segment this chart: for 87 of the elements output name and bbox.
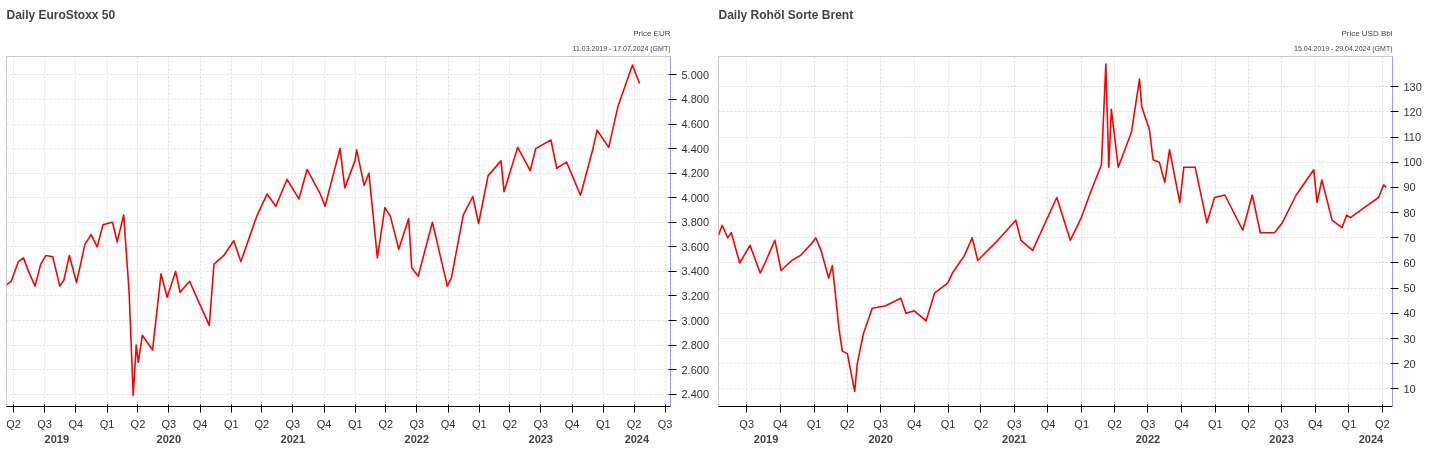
x-tick-label: Q4 bbox=[907, 417, 922, 430]
x-tick-label: Q4 bbox=[773, 417, 788, 430]
x-tick-label: Q3 bbox=[409, 417, 425, 430]
x-tick-label: Q2 bbox=[6, 417, 21, 430]
x-tick-label: Q1 bbox=[1341, 417, 1357, 430]
y-tick-label: 80 bbox=[1403, 206, 1416, 219]
x-tick-label: Q2 bbox=[1107, 417, 1122, 430]
y-tick-label: 3.800 bbox=[681, 216, 710, 229]
x-tick-label: Q1 bbox=[99, 417, 115, 430]
y-tick-label: 2.600 bbox=[681, 363, 710, 376]
y-tick-label: 4.000 bbox=[681, 191, 710, 204]
x-tick-label: Q2 bbox=[973, 417, 989, 430]
x-tick-label: Q1 bbox=[1074, 417, 1090, 430]
x-tick-label: Q2 bbox=[1374, 417, 1390, 430]
y-tick-label: 4.600 bbox=[681, 118, 710, 131]
x-tick-label: Q4 bbox=[316, 417, 332, 430]
chart-title: Daily EuroStoxx 50 bbox=[6, 7, 116, 22]
y-tick-label: 110 bbox=[1403, 131, 1422, 144]
y-tick-label: 3.400 bbox=[681, 265, 710, 278]
x-tick-label: Q2 bbox=[626, 417, 642, 430]
x-tick-label: Q4 bbox=[68, 417, 84, 430]
x2-tick-label: 2021 bbox=[1002, 432, 1027, 445]
y-tick-label: 5.000 bbox=[681, 68, 710, 81]
y-tick-label: 20 bbox=[1403, 357, 1416, 370]
x-tick-label: Q1 bbox=[1207, 417, 1223, 430]
x-tick-label: Q3 bbox=[657, 417, 673, 430]
x2-tick-label: 2020 bbox=[156, 432, 182, 445]
x-tick-label: Q4 bbox=[192, 417, 208, 430]
y-tick-label: 130 bbox=[1403, 80, 1422, 93]
y-tick-label: 90 bbox=[1403, 181, 1416, 194]
x-tick-label: Q1 bbox=[347, 417, 363, 430]
x2-tick-label: 2019 bbox=[753, 432, 779, 445]
x-tick-label: Q2 bbox=[840, 417, 855, 430]
y-tick-label: 10 bbox=[1403, 382, 1416, 395]
y-tick-label: 2.400 bbox=[681, 388, 710, 401]
y-tick-label: 60 bbox=[1403, 256, 1416, 269]
x-tick-label: Q3 bbox=[739, 417, 755, 430]
x-tick-label: Q2 bbox=[378, 417, 394, 430]
line-series bbox=[718, 63, 1388, 393]
y-axis-title: Price EUR bbox=[633, 28, 671, 38]
x-tick-label: Q4 bbox=[564, 417, 580, 430]
x-tick-label: Q3 bbox=[1006, 417, 1022, 430]
x-tick-label: Q3 bbox=[285, 417, 301, 430]
y-tick-label: 70 bbox=[1403, 231, 1416, 244]
x2-tick-label: 2023 bbox=[528, 432, 554, 445]
x-tick-label: Q3 bbox=[37, 417, 52, 430]
y-tick-label: 40 bbox=[1403, 307, 1416, 320]
y-tick-label: 3.200 bbox=[681, 289, 710, 302]
x-tick-label: Q1 bbox=[940, 417, 956, 430]
x-tick-label: Q3 bbox=[161, 417, 177, 430]
x-tick-label: Q2 bbox=[1240, 417, 1256, 430]
y-tick-label: 4.200 bbox=[681, 167, 710, 180]
x2-tick-label: 2019 bbox=[44, 432, 70, 445]
x-tick-label: Q1 bbox=[224, 417, 239, 430]
x2-tick-label: 2023 bbox=[1269, 432, 1294, 445]
x-tick-label: Q1 bbox=[806, 417, 822, 430]
x-tick-label: Q3 bbox=[873, 417, 889, 430]
x2-tick-label: 2021 bbox=[280, 432, 306, 445]
x-tick-label: Q1 bbox=[471, 417, 487, 430]
y-tick-label: 100 bbox=[1403, 156, 1422, 169]
x-tick-label: Q2 bbox=[502, 417, 518, 430]
y-tick-label: 2.800 bbox=[681, 339, 710, 352]
x2-tick-label: 2022 bbox=[1135, 432, 1161, 445]
x-tick-label: Q4 bbox=[1174, 417, 1189, 430]
y-tick-label: 3.000 bbox=[681, 314, 710, 327]
x-tick-label: Q2 bbox=[130, 417, 146, 430]
x-tick-label: Q3 bbox=[533, 417, 549, 430]
y-tick-label: 4.400 bbox=[681, 142, 710, 155]
x-tick-label: Q4 bbox=[440, 417, 456, 430]
y-axis-title: Price USD Bbl bbox=[1341, 28, 1393, 38]
x2-tick-label: 2022 bbox=[404, 432, 430, 445]
y-tick-label: 4.800 bbox=[681, 93, 710, 106]
x-tick-label: Q3 bbox=[1140, 417, 1156, 430]
x2-tick-label: 2024 bbox=[1358, 432, 1385, 445]
line-series bbox=[6, 64, 641, 397]
x-tick-label: Q2 bbox=[254, 417, 270, 430]
x2-tick-label: 2024 bbox=[624, 432, 650, 445]
y-tick-label: 30 bbox=[1403, 332, 1416, 345]
chart-title: Daily Rohöl Sorte Brent bbox=[718, 7, 854, 22]
y-tick-label: 120 bbox=[1403, 105, 1422, 118]
x-tick-label: Q4 bbox=[1307, 417, 1323, 430]
x-tick-label: Q1 bbox=[595, 417, 611, 430]
y-tick-label: 50 bbox=[1403, 282, 1416, 295]
x2-tick-label: 2020 bbox=[868, 432, 893, 445]
y-tick-label: 3.600 bbox=[681, 240, 710, 253]
x-tick-label: Q4 bbox=[1040, 417, 1056, 430]
x-tick-label: Q3 bbox=[1274, 417, 1289, 430]
